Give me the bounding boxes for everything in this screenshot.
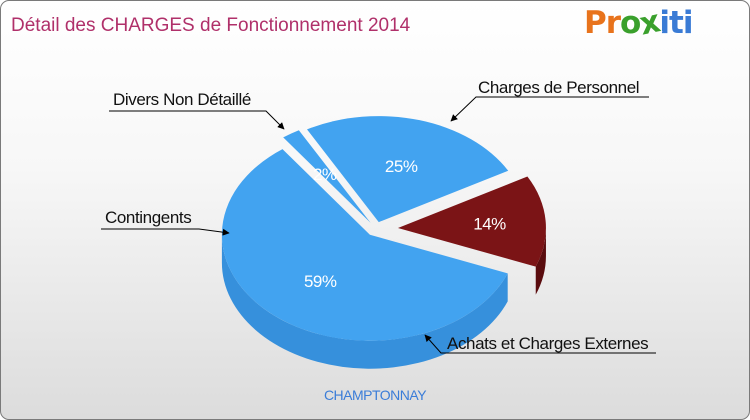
slice-percent-label: 25% (385, 157, 418, 176)
pie-slice-charges-de-personnel (397, 176, 546, 267)
slice-percent-label: 2% (313, 165, 337, 184)
pie-slice-divers-non-d-taill- (307, 116, 509, 223)
slice-category-label: Achats et Charges Externes (447, 334, 648, 353)
slice-category-label: Divers Non Détaillé (113, 90, 251, 109)
callout-arrow (450, 96, 649, 122)
logo-letter: t (668, 5, 684, 41)
town-name: CHAMPTONNAY (323, 387, 427, 403)
slice-percent-label: 59% (304, 272, 337, 291)
slice-percent-label: 14% (473, 215, 506, 234)
pie-slice-achats-et-charges-externes (221, 149, 508, 341)
callout-arrow (424, 334, 656, 354)
logo-letter: i (659, 5, 670, 41)
logo-letter: r (605, 5, 621, 41)
logo-letter: i (682, 5, 694, 41)
pie-slice-contingents (283, 130, 371, 223)
proxiti-logo: Proxiti (584, 3, 694, 42)
logo-letter: o (620, 5, 641, 41)
slice-category-label: Contingents (105, 208, 191, 227)
logo-letter: P (584, 5, 607, 41)
callout-arrow (101, 228, 230, 236)
pie-slice-side (221, 234, 508, 369)
callout-arrow (109, 110, 285, 130)
chart-title: Détail des CHARGES de Fonctionnement 201… (11, 15, 411, 36)
slice-category-label: Charges de Personnel (478, 78, 639, 97)
pie-slice-side (535, 227, 546, 295)
